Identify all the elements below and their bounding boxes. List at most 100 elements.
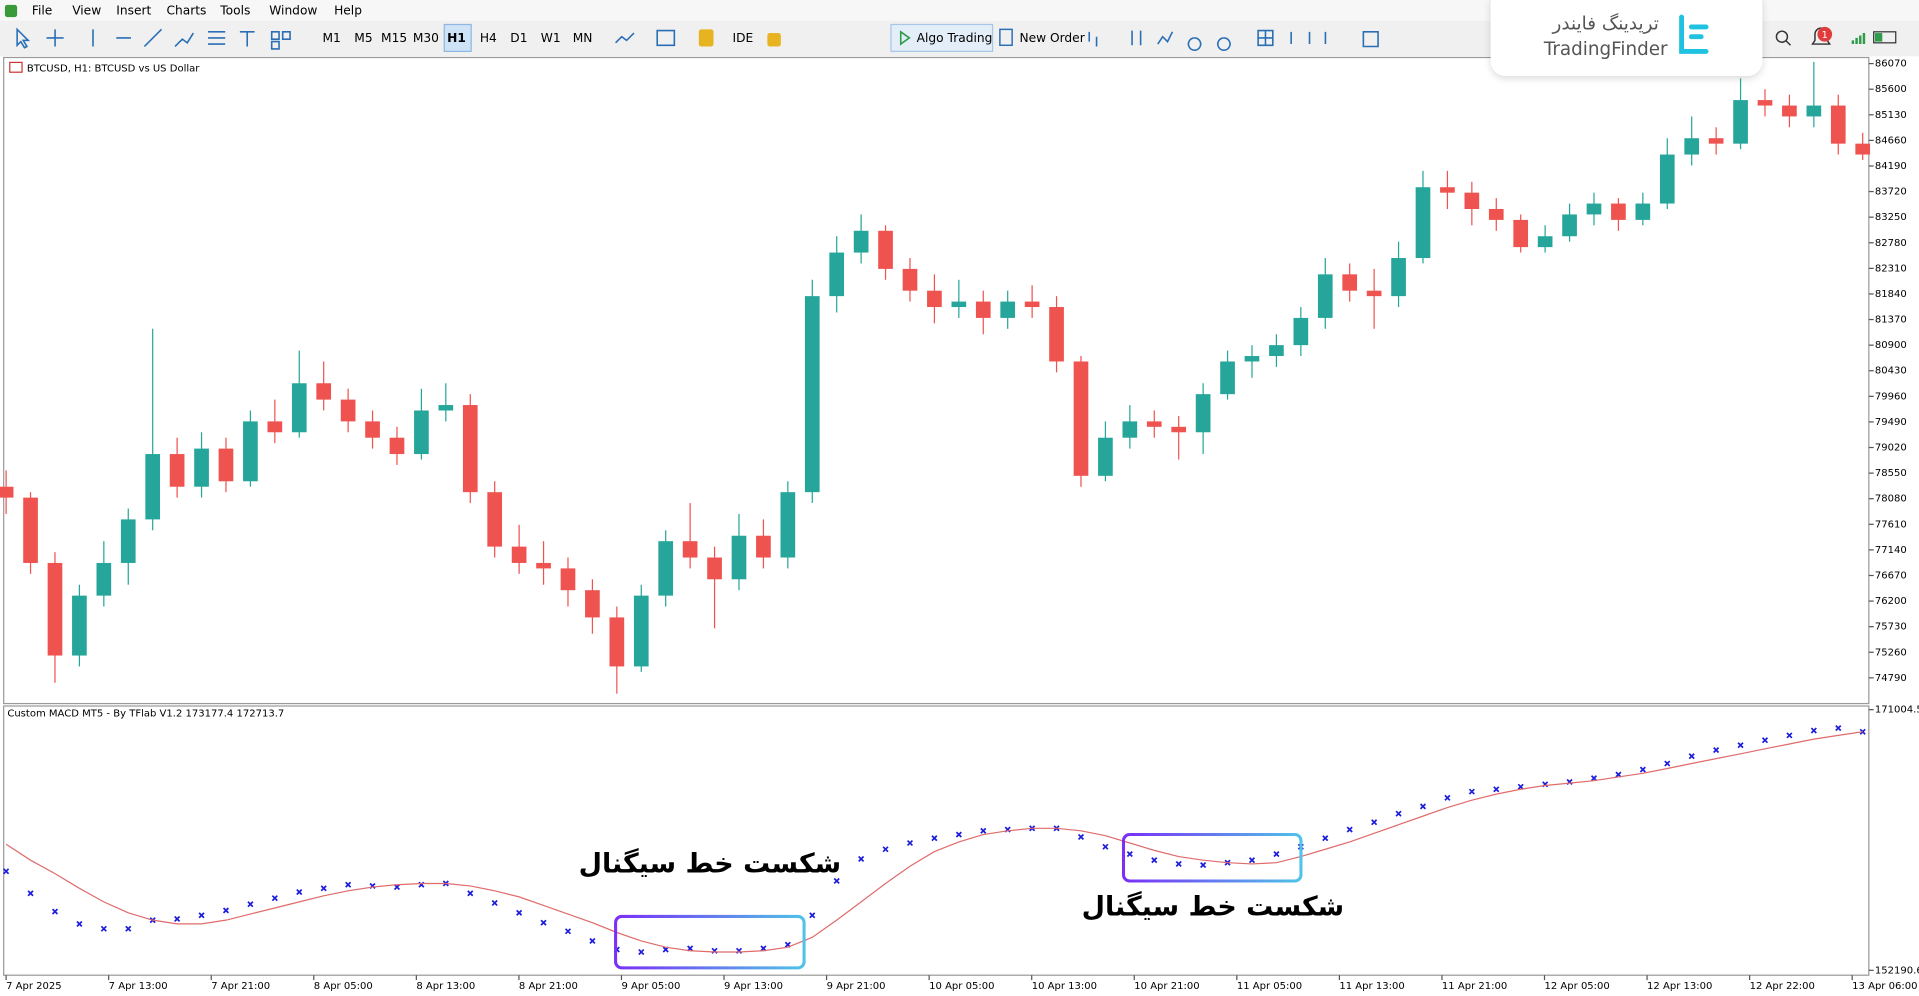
candle-body bbox=[389, 437, 405, 455]
macd-marker bbox=[955, 831, 962, 838]
macd-marker bbox=[1835, 724, 1842, 732]
candle-body bbox=[1537, 236, 1553, 248]
candle-body bbox=[1684, 138, 1700, 155]
macd-marker bbox=[1248, 857, 1256, 864]
candle-body bbox=[291, 383, 307, 433]
candle-body bbox=[218, 448, 234, 482]
candle-body bbox=[169, 454, 185, 487]
order-icon bbox=[999, 28, 1013, 47]
logo-box bbox=[1490, 0, 1763, 76]
candle-body bbox=[0, 486, 14, 498]
macd-marker bbox=[1175, 860, 1182, 867]
candle-body bbox=[414, 410, 429, 455]
y-tick-label: 74790 bbox=[1875, 673, 1907, 684]
x-tick-label: 10 Apr 13:00 bbox=[1032, 981, 1097, 992]
candle-body bbox=[1562, 214, 1577, 237]
x-tick-label: 7 Apr 21:00 bbox=[211, 981, 270, 992]
chart-icon bbox=[9, 61, 23, 73]
timeframe[interactable]: H4 bbox=[480, 31, 497, 45]
candle-body bbox=[1024, 301, 1040, 308]
timeframe[interactable]: H1 bbox=[447, 31, 466, 45]
algo-trading-button[interactable] bbox=[890, 23, 994, 53]
macd-marker bbox=[1493, 786, 1500, 793]
macd-marker bbox=[1102, 843, 1109, 850]
timeframe[interactable]: M15 bbox=[381, 31, 407, 45]
candle-body bbox=[1171, 426, 1187, 433]
candle-body bbox=[1757, 100, 1773, 106]
menu-item[interactable]: File bbox=[32, 4, 52, 18]
candle-body bbox=[267, 421, 283, 433]
macd-marker bbox=[296, 888, 303, 896]
macd-marker bbox=[1346, 826, 1353, 833]
lock-icon[interactable] bbox=[767, 33, 781, 47]
ide-button[interactable]: IDE bbox=[733, 31, 754, 45]
y-tick-label: 79490 bbox=[1875, 417, 1907, 428]
menu-item[interactable]: Tools bbox=[219, 4, 250, 18]
timeframe[interactable]: D1 bbox=[510, 31, 527, 45]
x-tick-label: 11 Apr 21:00 bbox=[1442, 981, 1507, 992]
y-tick-label: 82310 bbox=[1875, 263, 1907, 274]
new-order-button[interactable]: New Order bbox=[1019, 31, 1085, 45]
logo-fa: تریدینگ فایندر bbox=[1552, 12, 1659, 34]
macd-marker bbox=[3, 868, 10, 875]
candle-body bbox=[1342, 274, 1358, 291]
market-icon[interactable] bbox=[698, 29, 714, 47]
menu-item[interactable]: Window bbox=[269, 4, 317, 18]
menu-item[interactable]: Charts bbox=[166, 4, 206, 18]
x-tick-label: 8 Apr 21:00 bbox=[519, 981, 578, 992]
macd-marker bbox=[1371, 819, 1378, 826]
menu-bar bbox=[0, 0, 1919, 21]
chart-tools[interactable] bbox=[615, 29, 1379, 51]
macd-marker bbox=[589, 937, 596, 944]
algo-label[interactable]: Algo Trading bbox=[917, 31, 993, 45]
highlight-box bbox=[614, 914, 806, 970]
candle-body bbox=[1733, 100, 1748, 144]
play-icon bbox=[899, 30, 911, 46]
candle-body bbox=[829, 252, 845, 297]
menu-item[interactable]: Insert bbox=[116, 4, 151, 18]
timeframe[interactable]: MN bbox=[573, 31, 593, 45]
y-tick-label: 78080 bbox=[1875, 494, 1907, 505]
y-tick-label: 79020 bbox=[1875, 443, 1907, 454]
candle-body bbox=[1391, 258, 1406, 297]
crosshair-icon[interactable] bbox=[46, 29, 64, 47]
y-tick-label: 85600 bbox=[1875, 84, 1907, 95]
timeframe[interactable]: M5 bbox=[354, 31, 372, 45]
candle-body bbox=[365, 421, 380, 438]
search-icon[interactable] bbox=[1775, 30, 1789, 43]
y-tick-label: 83250 bbox=[1875, 212, 1907, 223]
macd-marker bbox=[980, 827, 987, 834]
macd-marker bbox=[1468, 788, 1475, 795]
x-tick-label: 12 Apr 22:00 bbox=[1750, 981, 1815, 992]
y-tick-label: 76670 bbox=[1875, 570, 1907, 581]
annotation: شکست خط سیگنال bbox=[579, 848, 841, 880]
x-tick-label: 10 Apr 21:00 bbox=[1134, 981, 1199, 992]
candle-body bbox=[1244, 356, 1260, 362]
timeframe[interactable]: W1 bbox=[541, 31, 561, 45]
candle-body bbox=[120, 519, 136, 563]
badge-count: 1 bbox=[1822, 30, 1828, 41]
timeframe[interactable]: M1 bbox=[322, 31, 340, 45]
macd-marker bbox=[76, 920, 83, 927]
candle-body bbox=[853, 230, 869, 253]
active-timeframe bbox=[443, 23, 472, 53]
menu-item[interactable]: Help bbox=[334, 4, 362, 18]
annotation: شکست خط سیگنال bbox=[1082, 890, 1344, 922]
macd-marker bbox=[1273, 851, 1280, 858]
candle-body bbox=[927, 290, 942, 308]
macd-marker bbox=[51, 908, 59, 915]
price-pane bbox=[3, 56, 1870, 705]
x-tick-label: 8 Apr 13:00 bbox=[416, 981, 475, 992]
y-tick-label: 81370 bbox=[1875, 315, 1907, 326]
drawing-tools[interactable] bbox=[92, 28, 291, 50]
timeframe[interactable]: M30 bbox=[413, 31, 439, 45]
candle-body bbox=[96, 562, 112, 596]
candle-body bbox=[1488, 209, 1504, 220]
candle-body bbox=[1659, 154, 1675, 204]
macd-marker bbox=[1713, 747, 1720, 754]
menu-item[interactable]: View bbox=[72, 4, 101, 18]
x-tick-label: 9 Apr 13:00 bbox=[724, 981, 783, 992]
candle-body bbox=[1000, 301, 1016, 318]
cursor-icon[interactable] bbox=[16, 27, 31, 49]
